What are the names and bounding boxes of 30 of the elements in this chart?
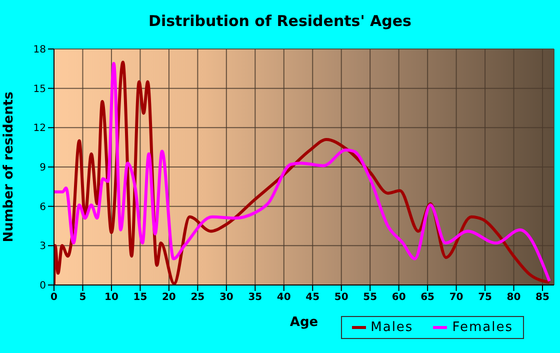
x-tick-label: 55 [363,292,378,304]
x-tick-label: 70 [449,292,464,304]
y-tick-label: 12 [33,123,46,134]
x-tick-label: 35 [248,292,262,304]
x-tick-label: 20 [162,292,176,304]
x-tick-label: 40 [276,292,291,304]
x-tick-label: 15 [133,292,148,304]
y-tick-label: 9 [40,162,46,174]
x-tick-label: 5 [79,292,86,304]
x-tick-label: 65 [420,292,435,304]
x-tick-label: 30 [219,292,234,304]
x-tick-label: 0 [50,292,58,304]
x-tick-label: 60 [392,292,406,304]
y-axis-title: Number of residents [2,91,17,242]
x-tick-label: 85 [536,292,550,304]
y-tick-label: 18 [33,44,46,56]
x-tick-label: 80 [506,292,521,304]
x-tick-label: 50 [334,292,348,304]
x-tick-label: 25 [190,292,205,304]
y-tick-label: 6 [40,202,46,213]
x-tick-label: 45 [306,292,320,304]
y-tick-label: 0 [40,280,46,292]
y-tick-label: 3 [40,241,46,252]
x-tick-label: 10 [104,292,118,304]
chart-title: Distribution of Residents' Ages [148,12,412,30]
x-axis-title: Age [290,315,318,330]
x-tick-label: 75 [478,292,492,304]
legend-label: Males [370,320,414,335]
y-tick-label: 15 [33,84,46,95]
legend-label: Females [452,320,513,335]
